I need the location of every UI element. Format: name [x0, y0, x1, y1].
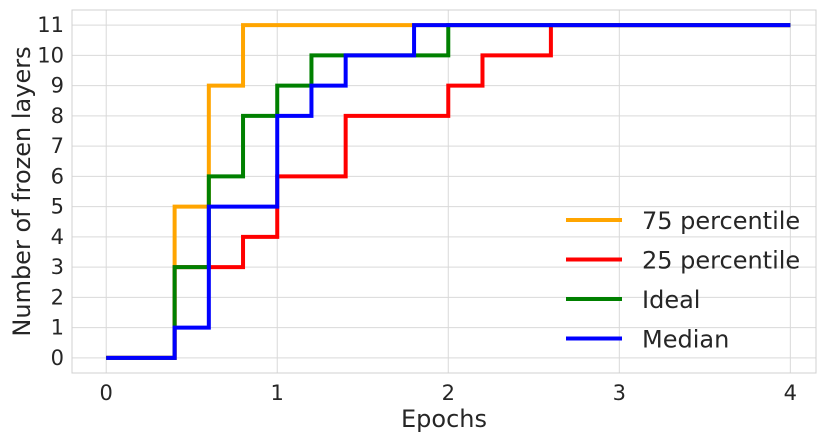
y-tick-label: 2	[51, 285, 64, 309]
legend-label-ideal: Ideal	[642, 286, 700, 314]
series-line-median	[106, 23, 791, 360]
y-tick-label: 9	[51, 74, 64, 98]
y-tick-label: 11	[37, 13, 64, 37]
y-tick-label: 3	[51, 255, 64, 279]
y-tick-label: 0	[51, 346, 64, 370]
y-tick-label: 6	[51, 164, 64, 188]
legend-label-median: Median	[642, 326, 729, 354]
legend: 75 percentile 25 percentile Ideal Median	[566, 207, 800, 354]
y-tick-label: 8	[51, 104, 64, 128]
x-tick-label: 1	[271, 381, 284, 405]
y-tick-labels: 0 1 2 3 4 5 6 7 8 9 10 11	[37, 13, 64, 370]
x-axis-label: Epochs	[401, 405, 487, 433]
legend-label-75-percentile: 75 percentile	[642, 207, 800, 235]
y-tick-label: 1	[51, 316, 64, 340]
y-tick-label: 4	[51, 225, 64, 249]
y-tick-label: 10	[37, 43, 64, 67]
x-tick-label: 2	[442, 381, 455, 405]
grid	[72, 10, 816, 373]
plot-frame	[71, 9, 817, 374]
series-layer	[106, 23, 791, 360]
legend-label-25-percentile: 25 percentile	[642, 247, 800, 275]
y-axis-label: Number of frozen layers	[8, 46, 36, 336]
x-tick-label: 4	[784, 381, 797, 405]
x-tick-labels: 0 1 2 3 4	[100, 381, 798, 405]
series-line-ideal	[106, 23, 791, 360]
x-tick-label: 0	[100, 381, 113, 405]
y-tick-label: 7	[51, 134, 64, 158]
x-tick-label: 3	[613, 381, 626, 405]
y-tick-label: 5	[51, 195, 64, 219]
